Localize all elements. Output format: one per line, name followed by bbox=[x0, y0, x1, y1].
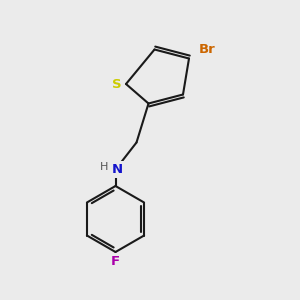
Text: N: N bbox=[111, 163, 123, 176]
Text: H: H bbox=[100, 162, 108, 172]
Text: F: F bbox=[111, 255, 120, 268]
Text: S: S bbox=[112, 77, 121, 91]
Text: Br: Br bbox=[199, 43, 216, 56]
